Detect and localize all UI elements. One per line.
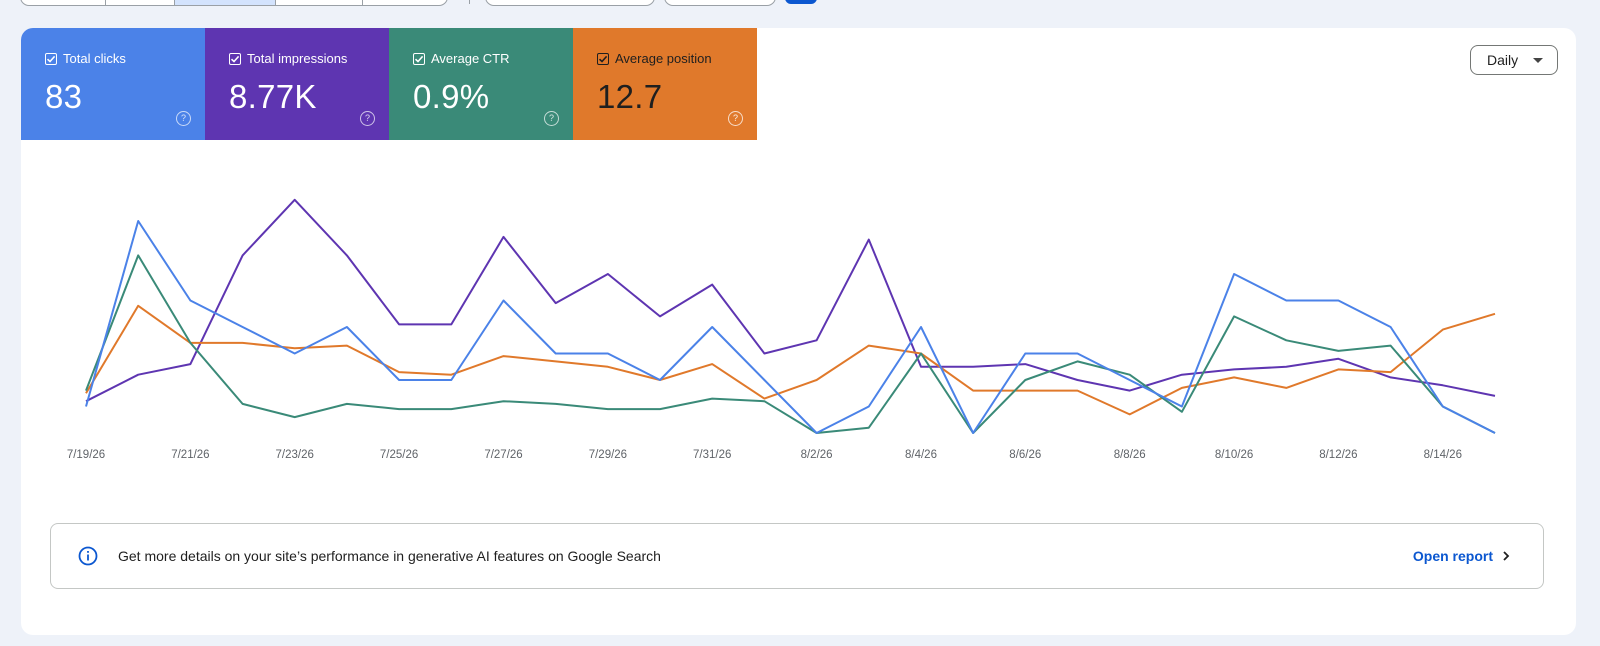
performance-card: Total clicks 83 ? Total impressions 8.77… [21,28,1576,635]
x-tick-label: 8/12/26 [1319,449,1357,461]
x-axis-ticks: 7/19/26 7/21/26 7/23/26 7/25/26 7/27/26 7/29/… [67,449,1462,461]
metric-value: 0.9% [413,78,490,115]
metric-label: Total clicks [63,51,126,66]
series-line-average-position [85,304,1496,416]
metric-average-position[interactable]: Average position 12.7 ? [573,28,757,140]
metric-total-clicks[interactable]: Total clicks 83 ? [21,28,205,140]
checkbox-icon[interactable] [597,52,609,65]
metric-label: Average position [615,51,712,66]
caret-down-icon [1533,58,1543,63]
x-tick-label: 7/19/26 [67,449,105,461]
date-range-segment[interactable] [276,0,363,5]
open-report-link[interactable]: Open report [1412,548,1493,564]
x-tick-label: 8/2/26 [801,449,833,461]
filter-chip[interactable] [664,0,776,6]
metric-average-ctr[interactable]: Average CTR 0.9% ? [389,28,573,140]
x-tick-label: 7/31/26 [693,449,731,461]
top-toolbar [0,0,1600,6]
x-tick-label: 8/14/26 [1424,449,1462,461]
ai-features-info-banner: Get more details on your site’s performa… [50,523,1544,589]
checkbox-icon[interactable] [413,52,425,65]
date-range-segment-selected[interactable] [175,0,276,5]
series-line-total-clicks [85,220,1496,434]
x-tick-label: 7/23/26 [276,449,314,461]
granularity-value: Daily [1487,52,1519,68]
chart-lines [85,198,1496,434]
x-tick-label: 7/29/26 [589,449,627,461]
help-icon[interactable]: ? [176,111,191,126]
x-tick-label: 7/25/26 [380,449,418,461]
performance-line-chart: 7/19/26 7/21/26 7/23/26 7/25/26 7/27/26 7/29/… [67,198,1496,461]
x-tick-label: 7/27/26 [484,449,522,461]
chevron-right-icon[interactable] [1499,546,1513,566]
x-tick-label: 8/8/26 [1114,449,1146,461]
metric-label: Total impressions [247,51,348,66]
date-range-segment[interactable] [106,0,175,5]
checkbox-icon[interactable] [229,52,241,65]
series-line-average-ctr [85,254,1496,434]
x-tick-label: 7/21/26 [171,449,209,461]
metric-label: Average CTR [431,51,510,66]
metric-value: 83 [45,78,83,115]
series-line-total-impressions [85,198,1496,403]
toolbar-divider [469,0,470,4]
x-tick-label: 8/10/26 [1215,449,1253,461]
x-tick-label: 8/6/26 [1009,449,1041,461]
metric-value: 12.7 [597,78,663,115]
metric-total-impressions[interactable]: Total impressions 8.77K ? [205,28,389,140]
info-text: Get more details on your site’s performa… [118,548,661,564]
help-icon[interactable]: ? [360,111,375,126]
info-icon [78,546,98,566]
x-tick-label: 8/4/26 [905,449,937,461]
filter-chip[interactable] [485,0,655,6]
metric-value: 8.77K [229,78,317,115]
checkbox-icon[interactable] [45,52,57,65]
date-range-segment[interactable] [21,0,106,5]
metric-tiles: Total clicks 83 ? Total impressions 8.77… [21,28,757,140]
help-icon[interactable]: ? [544,111,559,126]
granularity-dropdown[interactable]: Daily [1470,45,1558,75]
help-icon[interactable]: ? [728,111,743,126]
primary-action-button[interactable] [785,0,817,4]
date-range-segments[interactable] [20,0,448,6]
date-range-segment[interactable] [363,0,447,5]
